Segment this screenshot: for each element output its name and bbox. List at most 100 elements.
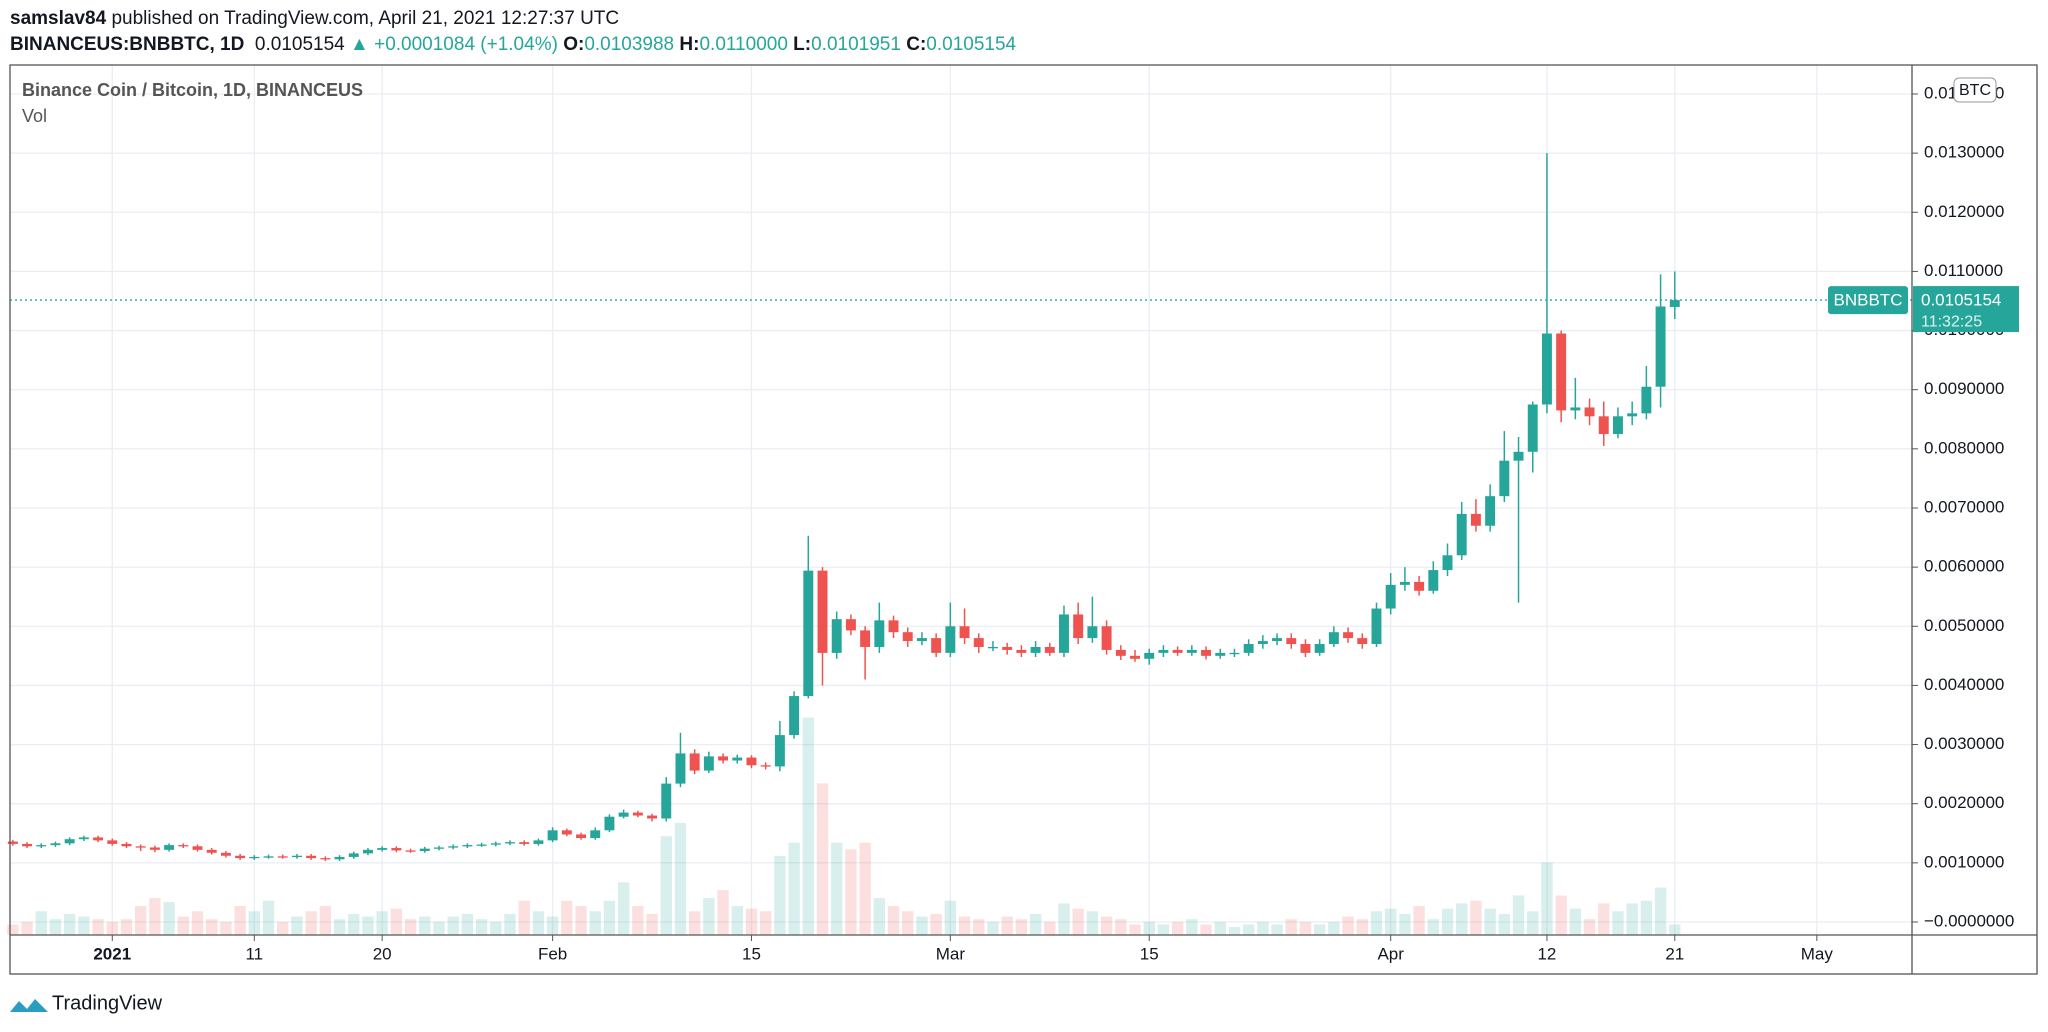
volume-bar [475,919,488,935]
volume-bar [973,919,985,935]
volume-bar [390,908,403,935]
candle-body [1499,460,1510,497]
volume-bar [788,842,800,935]
candle-body [505,842,515,844]
volume-bar [603,900,616,935]
volume-bar [575,906,587,935]
volume-bar [120,919,133,935]
candle-body [561,830,572,835]
candle-body [661,783,672,819]
candle-body [291,855,302,858]
candle-body [1229,652,1240,655]
candle-body [604,816,615,831]
volume-bar [419,916,431,935]
volume-bar [1058,903,1070,935]
volume-bar [1654,887,1667,935]
candle-body [448,846,459,848]
price-label-box [1913,286,2019,333]
candle-body [1144,652,1155,659]
candle-body [36,845,47,847]
volume-bar [1044,921,1056,935]
volume-bar [248,911,261,935]
volume-bar [589,911,601,935]
candle-body [1257,641,1268,645]
c-value: 0.0105154 [926,34,1017,55]
candle-body [888,620,899,633]
volume-bar [859,842,871,935]
candle-body [377,848,388,850]
candle-body [164,845,175,850]
author: samslav84 [10,8,107,29]
candle-body [533,840,544,844]
overlay: −0.0000000 0.0010000 0.0020000 0.0030000 0.0… [10,77,2019,963]
header-line-1: samslav84 published on TradingView.com, … [10,6,1016,32]
volume-bar [277,921,289,935]
y-tick-label: −0.0000000 [1924,911,2014,930]
volume-bar [1626,903,1638,935]
volume-bar [1498,913,1511,935]
candle-body [774,735,785,767]
candle-body [874,620,885,647]
candle-body [362,849,373,854]
volume-bar [1157,924,1170,935]
volume-bar [1399,913,1411,935]
candle-body [22,843,33,847]
candle-body [1655,306,1666,387]
candle-body [1044,646,1055,653]
candle-body [64,839,75,844]
y-tick-label: 0.0090000 [1924,379,2004,398]
volume-bar [106,921,118,935]
volume-bar [1541,862,1553,935]
candle-body [1584,407,1595,417]
volume-bar [1129,924,1141,935]
candle-body [391,848,402,851]
candle-body [490,843,501,845]
volume-bar [262,900,275,935]
candle-body [987,646,998,649]
volume-bar [717,890,729,935]
candle-body [1570,407,1581,411]
volume-bar [887,906,900,935]
x-tick-label: Mar [936,944,966,963]
candle-body [1485,496,1496,526]
candle-body [689,753,700,771]
frame [9,64,2038,975]
volume-bar [816,783,829,935]
header: samslav84 published on TradingView.com, … [10,6,1016,58]
candle-body [1328,632,1339,645]
volume-bar [1328,921,1340,935]
candle-body [803,570,814,697]
currency-box [1953,77,1997,103]
candle-body [1598,416,1609,435]
volume-bar [1029,913,1042,935]
candle-body [348,853,359,857]
h-value: 0.0110000 [699,34,788,55]
currency: BTC [1959,82,1991,99]
candle-body [1115,649,1126,656]
volume-bar [305,911,317,935]
candle-body [1172,649,1183,653]
volume-bar [873,898,886,935]
x-tick-label: 2021 [93,944,131,963]
candle-body [178,845,189,847]
volume-bar [760,911,772,935]
volume-bar [1598,903,1610,935]
symbol-tag-box [1828,286,1908,315]
candle-body [476,844,487,846]
candle-body [1272,638,1283,642]
volume-bar [1569,908,1582,935]
volume-bar [845,849,857,935]
candle-body [1343,632,1354,639]
volume-bar [78,916,90,935]
volume-bar [546,916,559,935]
volume-bar [646,913,658,935]
candle-body [50,843,61,846]
countdown: 11:32:25 [1921,313,1982,330]
volume-bar [1242,924,1255,935]
candle-body [703,756,714,771]
volume-bar [561,900,573,935]
volume-bar [1115,919,1127,935]
candle-body [547,830,558,841]
